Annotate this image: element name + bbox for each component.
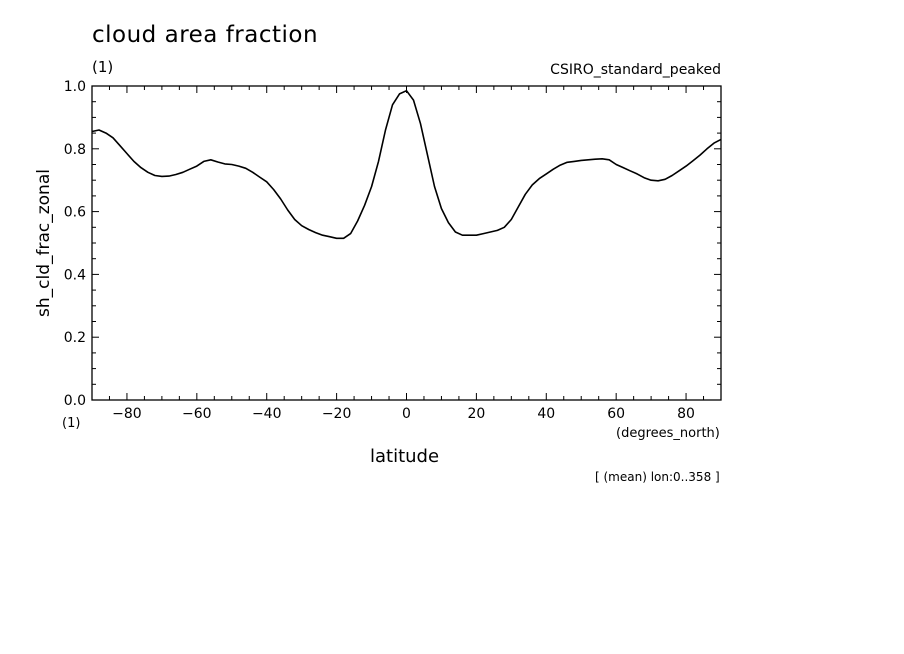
x-tick-label: 60 [607, 406, 625, 422]
x-tick-label: 40 [537, 406, 555, 422]
y-tick-label: 0.2 [64, 330, 86, 346]
series-group [91, 89, 722, 240]
x-tick-label: −40 [252, 406, 282, 422]
averaging-note: [ (mean) lon:0..358 ] [595, 470, 720, 484]
model-name: CSIRO_standard_peaked [550, 62, 721, 78]
y-axis-unit: (1) [62, 416, 81, 431]
axis-ticks [91, 85, 722, 401]
series-line [91, 89, 722, 240]
plot-frame [91, 85, 722, 401]
y-tick-label: 0.0 [64, 393, 86, 409]
x-tick-label: 0 [402, 406, 411, 422]
title-unit: (1) [92, 58, 114, 76]
axis-tick-labels: −80 −60 −40 −20 0 20 40 60 80 0.0 0.2 0.4 0.6 0.8 1.0 [64, 79, 695, 422]
x-tick-label: −20 [322, 406, 352, 422]
chart-title: cloud area fraction [92, 22, 319, 48]
y-tick-label: 0.4 [64, 267, 86, 283]
x-tick-label: −60 [182, 406, 212, 422]
x-tick-label: 20 [467, 406, 485, 422]
y-tick-label: 0.6 [64, 205, 86, 221]
x-axis-label: latitude [370, 446, 440, 467]
y-tick-label: 1.0 [64, 79, 86, 95]
x-tick-label: −80 [112, 406, 142, 422]
x-tick-label: 80 [677, 406, 695, 422]
x-axis-unit: (degrees_north) [616, 426, 720, 441]
y-tick-label: 0.8 [64, 142, 86, 158]
